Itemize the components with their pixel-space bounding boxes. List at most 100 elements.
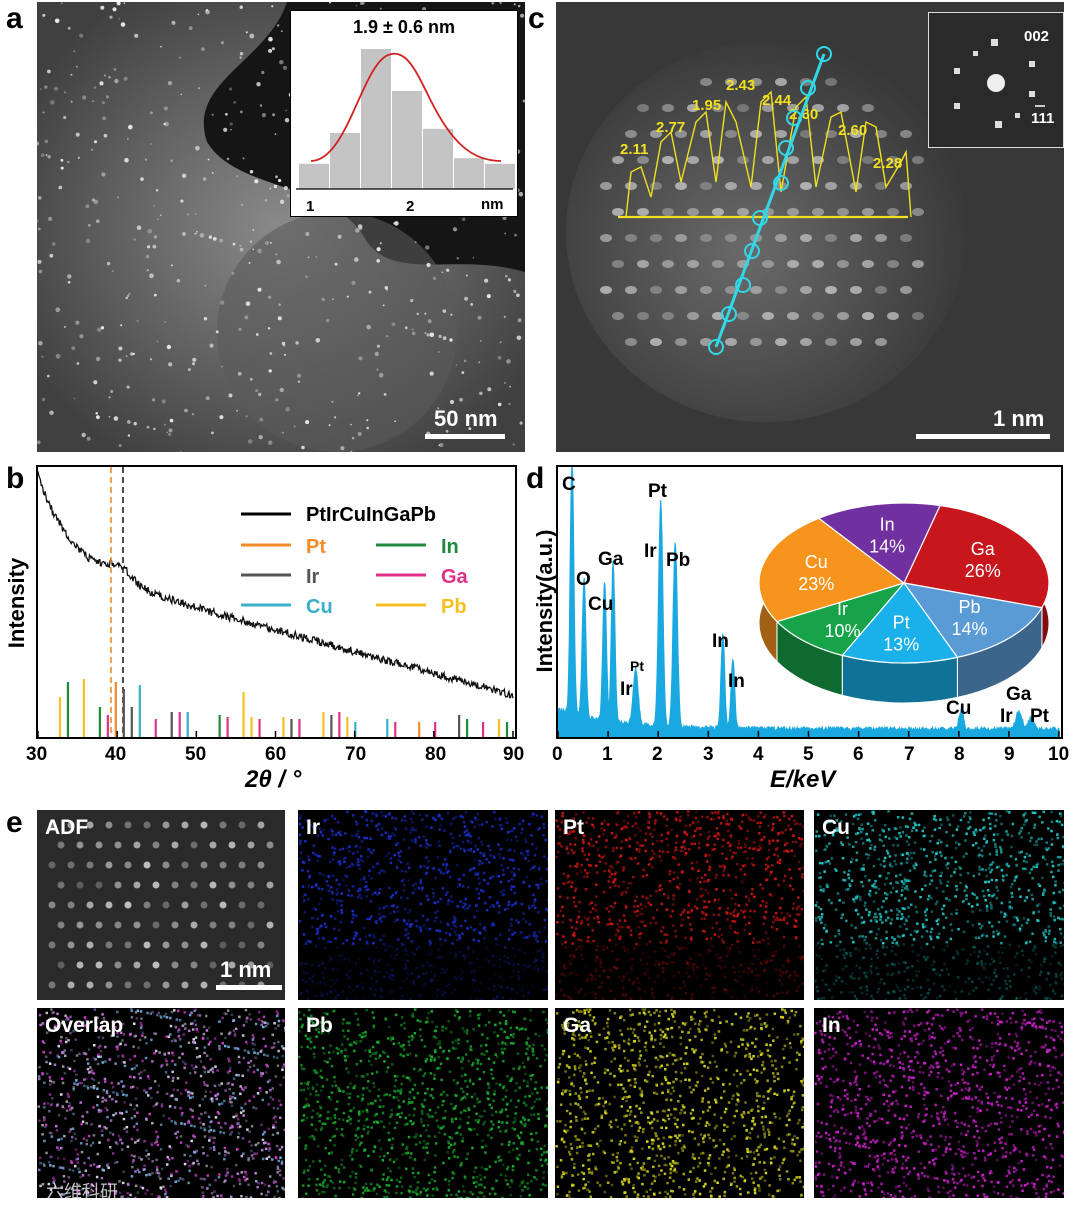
map-pixel <box>187 1119 191 1123</box>
map-pixel <box>959 818 963 822</box>
map-pixel <box>545 880 548 883</box>
map-pixel <box>104 1045 107 1049</box>
map-pixel <box>745 903 749 906</box>
map-pixel <box>1060 823 1064 827</box>
map-pixel <box>990 863 993 866</box>
nanoparticle-dot <box>337 234 342 239</box>
lattice-atom <box>912 260 924 268</box>
map-pixel <box>857 912 860 916</box>
map-pixel <box>1025 819 1028 822</box>
map-pixel <box>140 1158 143 1161</box>
map-pixel <box>1045 977 1048 981</box>
map-pixel <box>858 935 861 938</box>
map-pixel <box>134 1034 137 1038</box>
map-pixel <box>341 847 344 851</box>
map-pixel <box>300 991 303 994</box>
map-pixel <box>915 829 918 832</box>
map-pixel <box>794 840 798 844</box>
map-pixel <box>621 979 624 982</box>
map-pixel <box>841 913 844 916</box>
map-pixel <box>329 915 333 918</box>
map-pixel <box>545 988 548 991</box>
map-pixel <box>436 956 440 959</box>
map-pixel <box>1050 870 1053 874</box>
map-pixel <box>906 857 909 861</box>
map-pixel <box>763 968 766 971</box>
map-pixel <box>815 967 819 970</box>
map-pixel <box>492 905 496 909</box>
map-pixel <box>733 914 736 918</box>
map-pixel <box>1063 982 1064 986</box>
map-pixel <box>360 840 364 843</box>
map-pixel <box>903 961 906 964</box>
map-pixel <box>894 943 897 946</box>
map-pixel <box>337 860 340 864</box>
map-pixel <box>764 910 768 914</box>
map-pixel <box>436 988 440 992</box>
map-pixel <box>1059 927 1062 931</box>
map-pixel <box>573 934 576 937</box>
map-pixel <box>279 1083 282 1087</box>
map-pixel <box>511 959 514 963</box>
map-pixel <box>989 827 992 830</box>
map-pixel <box>257 1018 261 1021</box>
map-pixel <box>757 990 761 993</box>
map-pixel <box>690 997 693 1000</box>
map-pixel <box>996 833 999 836</box>
map-pixel <box>274 1126 277 1129</box>
map-pixel <box>491 825 494 828</box>
map-pixel <box>343 860 346 864</box>
map-pixel <box>441 993 444 997</box>
map-pixel <box>911 987 914 991</box>
adf-atom <box>171 921 179 929</box>
map-pixel <box>948 899 951 902</box>
map-pixel <box>267 1184 271 1188</box>
lattice-atom <box>775 338 787 346</box>
map-pixel <box>454 815 458 818</box>
map-pixel <box>733 931 737 934</box>
nanoparticle-dot <box>391 322 396 327</box>
map-pixel <box>772 816 775 819</box>
map-pixel <box>491 922 494 925</box>
map-pixel <box>483 878 486 882</box>
map-pixel <box>389 861 393 865</box>
map-pixel <box>758 844 761 848</box>
map-pixel <box>865 971 869 975</box>
map-pixel <box>731 995 734 999</box>
lattice-atom <box>725 130 737 138</box>
map-pixel <box>388 834 391 838</box>
map-pixel <box>534 906 537 910</box>
lattice-atom <box>912 208 924 216</box>
map-pixel <box>169 1033 172 1036</box>
map-pixel <box>53 1017 56 1020</box>
map-pixel <box>933 960 936 963</box>
map-pixel <box>354 962 358 965</box>
map-pixel <box>370 877 373 880</box>
nanoparticle-dot <box>166 431 168 434</box>
map-pixel <box>498 823 501 827</box>
map-pixel <box>410 972 413 976</box>
map-pixel <box>586 875 589 878</box>
nanoparticle-dot <box>358 356 363 361</box>
map-pixel <box>460 969 463 972</box>
nanoparticle-dot <box>437 407 440 410</box>
map-pixel <box>368 850 372 853</box>
d-spacing-5: 2.44 <box>762 92 792 109</box>
map-pixel <box>1014 955 1017 958</box>
map-pixel <box>331 833 334 837</box>
adf-atom <box>57 961 65 969</box>
map-pixel <box>373 958 376 962</box>
map-pixel <box>890 962 894 966</box>
map-pixel <box>69 1128 73 1131</box>
map-pixel <box>228 1069 232 1073</box>
map-pixel <box>875 933 879 936</box>
map-pixel <box>823 870 826 873</box>
map-pixel <box>869 894 872 897</box>
map-pixel <box>722 838 725 842</box>
map-pixel <box>774 968 777 971</box>
map-pixel <box>221 1042 224 1045</box>
map-pixel <box>819 907 823 911</box>
map-pixel <box>624 824 627 828</box>
map-pixel <box>647 956 650 959</box>
map-pixel <box>873 915 876 919</box>
